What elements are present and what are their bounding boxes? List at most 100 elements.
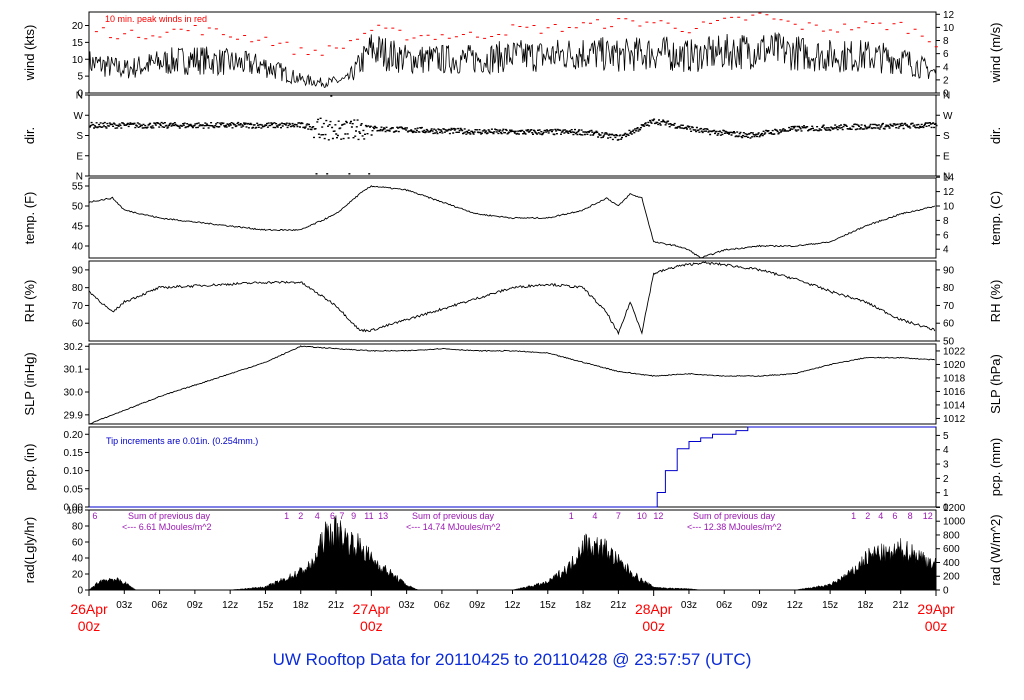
rad-sum-head: Sum of previous day <box>693 511 776 521</box>
left-tick-label-rad: 40 <box>72 554 84 565</box>
panel-frame-slp <box>88 343 937 425</box>
right-tick-label-pcp: 4 <box>943 445 949 456</box>
left-tick-label-rad: 100 <box>66 506 83 517</box>
ylabel-rad: rad(Lgly/hr) <box>22 517 37 583</box>
left-tick-label-temp: 50 <box>72 202 84 213</box>
right-tick-label-temp: 14 <box>943 173 955 184</box>
left-tick-label-pcp: 0.20 <box>64 430 84 441</box>
series-wind <box>88 32 937 88</box>
panel-frame-dir <box>88 94 937 177</box>
left-tick-label-wind: 20 <box>72 21 84 32</box>
left-tick-label-wind: 10 <box>72 55 84 66</box>
x-tick-label: 18z <box>857 600 873 611</box>
x-tick-label: 03z <box>681 600 697 611</box>
rad-hour-mark: 6 <box>330 511 335 521</box>
rad-hour-mark: 1 <box>569 511 574 521</box>
left-tick-label-temp: 55 <box>72 182 84 193</box>
x-tick-label: 03z <box>399 600 415 611</box>
ylabel-wind: wind (kts) <box>22 25 37 82</box>
x-tick-label: 12z <box>504 600 520 611</box>
x-tick-label: 03z <box>116 600 132 611</box>
left-tick-label-temp: 40 <box>72 242 84 253</box>
panel-frame-temp <box>88 177 937 259</box>
ylabel-right-wind: wind (m/s) <box>988 23 1003 84</box>
x-tick-label: 06z <box>434 600 450 611</box>
rad-sum-head: Sum of previous day <box>128 511 211 521</box>
x-tick-label: 18z <box>293 600 309 611</box>
x-tick-label: 21z <box>328 600 344 611</box>
right-tick-label-temp: 12 <box>943 187 955 198</box>
x-tick-label: 15z <box>822 600 838 611</box>
x-tick-label: 21z <box>893 600 909 611</box>
right-tick-label-wind: 2 <box>943 75 949 86</box>
right-tick-label-pcp: 2 <box>943 474 949 485</box>
right-tick-label-rh: 90 <box>943 265 955 276</box>
left-tick-label-slp: 29.9 <box>64 410 84 421</box>
left-tick-label-temp: 45 <box>72 222 84 233</box>
panel-frame-rh <box>88 260 937 342</box>
rad-hour-mark: 4 <box>592 511 597 521</box>
rad-sum-body: <--- 6.61 MJoules/m^2 <box>122 522 212 532</box>
right-tick-label-rh: 70 <box>943 301 955 312</box>
right-tick-label-rad: 400 <box>943 558 960 569</box>
ylabel-right-dir: dir. <box>988 127 1003 144</box>
rad-hour-mark: 8 <box>908 511 913 521</box>
x-tick-label: 15z <box>257 600 273 611</box>
left-tick-label-rh: 70 <box>72 301 84 312</box>
rad-hour-mark: 13 <box>378 511 388 521</box>
left-tick-label-pcp: 0.10 <box>64 466 84 477</box>
ylabel-right-pcp: pcp. (mm) <box>988 438 1003 497</box>
rad-sum-body: <--- 12.38 MJoules/m^2 <box>687 522 782 532</box>
wind-note: 10 min. peak winds in red <box>105 14 207 24</box>
left-tick-label-pcp: 0.00 <box>64 503 84 514</box>
panel-frame-wind <box>88 11 937 94</box>
rad-hour-mark: 10 <box>637 511 647 521</box>
ylabel-right-rad: rad (W/m^2) <box>988 514 1003 585</box>
day-time-label: 00z <box>78 618 101 634</box>
x-tick-label: 12z <box>787 600 803 611</box>
rad-sum-head: Sum of previous day <box>412 511 495 521</box>
day-label: 27Apr <box>353 601 391 617</box>
chart-title: UW Rooftop Data for 20110425 to 20110428… <box>272 650 752 669</box>
series-pcp <box>89 426 936 508</box>
x-tick-label: 21z <box>610 600 626 611</box>
pcp-note: Tip increments are 0.01in. (0.254mm.) <box>106 436 258 446</box>
rad-hour-mark: 4 <box>315 511 320 521</box>
left-tick-label-dir: W <box>74 111 84 122</box>
rad-hour-mark: 12 <box>923 511 933 521</box>
x-tick-label: 15z <box>540 600 556 611</box>
rad-sum-body: <--- 14.74 MJoules/m^2 <box>406 522 501 532</box>
right-tick-label-temp: 4 <box>943 245 949 256</box>
ylabel-right-rh: RH (%) <box>988 280 1003 323</box>
right-tick-label-slp: 1020 <box>943 360 966 371</box>
ylabel-rh: RH (%) <box>22 280 37 323</box>
day-label: 26Apr <box>70 601 108 617</box>
left-tick-label-rad: 60 <box>72 538 84 549</box>
right-tick-label-rad: 800 <box>943 530 960 541</box>
right-tick-label-slp: 1022 <box>943 346 966 357</box>
rad-hour-mark: 7 <box>616 511 621 521</box>
right-tick-label-wind: 8 <box>943 36 949 47</box>
ylabel-pcp: pcp. (in) <box>22 444 37 491</box>
rad-hour-mark: 6 <box>92 511 97 521</box>
rad-hour-mark: 9 <box>351 511 356 521</box>
series-rad <box>88 515 937 591</box>
series-dir <box>89 95 938 175</box>
day-time-label: 00z <box>925 618 948 634</box>
left-tick-label-wind: 0 <box>77 89 83 100</box>
x-tick-label: 06z <box>152 600 168 611</box>
panel-frame-rad <box>88 509 937 591</box>
right-tick-label-rad: 0 <box>943 586 949 597</box>
x-tick-label: 06z <box>716 600 732 611</box>
x-tick-label: 18z <box>575 600 591 611</box>
rad-hour-mark: 12 <box>653 511 663 521</box>
rad-hour-mark: 2 <box>298 511 303 521</box>
left-tick-label-rh: 90 <box>72 265 84 276</box>
x-tick-label: 09z <box>187 600 203 611</box>
left-tick-label-rad: 0 <box>77 586 83 597</box>
left-tick-label-wind: 5 <box>77 72 83 83</box>
rad-hour-mark: 7 <box>339 511 344 521</box>
left-tick-label-rad: 20 <box>72 570 84 581</box>
ylabel-right-temp: temp. (C) <box>988 191 1003 245</box>
